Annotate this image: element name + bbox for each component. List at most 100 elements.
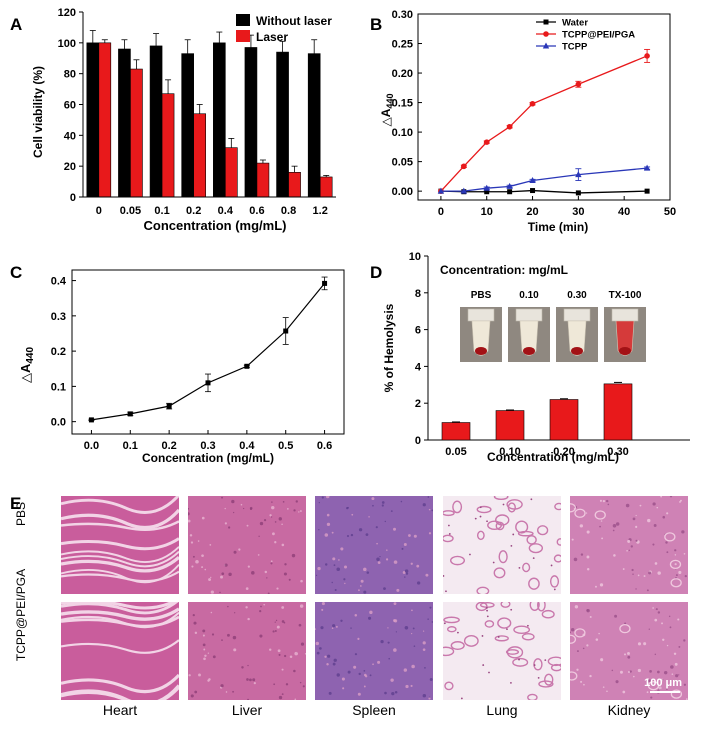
- nucleus: [654, 562, 658, 565]
- tube-label: 0.10: [519, 290, 539, 301]
- nucleus: [586, 567, 590, 571]
- nucleus: [410, 684, 413, 688]
- nucleus: [272, 630, 275, 633]
- nucleus: [298, 623, 302, 627]
- nucleus: [518, 566, 521, 569]
- nucleus: [293, 669, 296, 673]
- alveolus: [476, 505, 492, 514]
- nucleus: [291, 553, 296, 558]
- nucleus: [331, 627, 334, 630]
- nucleus: [428, 508, 431, 511]
- nucleus: [671, 673, 674, 675]
- nucleus: [485, 607, 488, 609]
- nucleus: [650, 696, 653, 699]
- nucleus: [194, 690, 198, 694]
- nucleus: [376, 557, 380, 562]
- y-tick-label: 0.15: [392, 98, 413, 110]
- tubule: [574, 508, 586, 518]
- x-tick-label: 0.1: [154, 205, 169, 217]
- nucleus: [395, 631, 397, 633]
- bar-without-laser: [244, 47, 258, 198]
- panel-c-letter: C: [10, 263, 22, 282]
- nucleus: [601, 537, 604, 540]
- marker-triangle: [529, 177, 536, 184]
- nucleus: [276, 625, 280, 629]
- alveolus: [487, 520, 503, 531]
- legend-swatch-without-laser: [236, 14, 250, 26]
- nucleus: [580, 553, 584, 556]
- nucleus: [656, 506, 659, 509]
- nucleus: [350, 533, 354, 537]
- tubule: [669, 559, 682, 570]
- panel-e-letter: E: [10, 494, 22, 513]
- nucleus: [586, 609, 589, 612]
- alveolus: [493, 567, 506, 579]
- nucleus: [586, 555, 590, 559]
- nucleus: [324, 563, 328, 566]
- nucleus: [365, 533, 369, 537]
- x-tick-label: 0.0: [84, 440, 99, 452]
- nucleus: [332, 624, 336, 628]
- nucleus: [391, 692, 395, 696]
- nucleus: [232, 690, 235, 693]
- y-tick-label: 0.20: [392, 68, 413, 80]
- nucleus: [646, 691, 649, 694]
- nucleus: [332, 557, 336, 561]
- nucleus: [278, 695, 283, 700]
- nucleus: [403, 543, 407, 547]
- nucleus: [660, 496, 663, 498]
- bar-hemolysis: [495, 410, 525, 441]
- y-tick-label: 8: [415, 288, 421, 300]
- tissue-fiber-gap: [61, 602, 179, 615]
- marker-square: [507, 189, 513, 195]
- tube-body: [471, 320, 491, 356]
- nucleus: [429, 606, 432, 609]
- alveolus: [475, 602, 488, 612]
- x-tick-label: 0: [96, 205, 102, 217]
- x-tick-label: 0.6: [317, 440, 332, 452]
- marker-circle: [506, 123, 513, 130]
- nucleus: [677, 618, 680, 621]
- nucleus: [270, 560, 273, 563]
- nucleus: [326, 663, 329, 666]
- nucleus: [413, 645, 416, 647]
- nucleus: [281, 693, 284, 696]
- nucleus: [221, 572, 225, 576]
- nucleus: [294, 698, 297, 700]
- nucleus: [344, 582, 346, 585]
- nucleus: [422, 648, 426, 651]
- alveolus: [497, 617, 512, 629]
- alveolus: [553, 554, 561, 563]
- tube-cap: [611, 308, 639, 322]
- nucleus: [404, 576, 406, 578]
- nucleus: [400, 500, 403, 503]
- panel-a-ylabel: Cell viability (%): [31, 66, 45, 158]
- nucleus: [332, 662, 336, 666]
- nucleus: [258, 535, 260, 538]
- nucleus: [479, 506, 482, 509]
- nucleus: [537, 676, 540, 679]
- y-tick-label: 10: [409, 251, 421, 263]
- nucleus: [666, 644, 669, 647]
- panel-c-line-chart: C △A440 Concentration (mg/mL) 0.0 0.1 0.2 0…: [10, 263, 345, 465]
- y-tick-label: 0.1: [51, 381, 66, 393]
- nucleus: [393, 602, 397, 606]
- nucleus: [486, 609, 488, 612]
- nucleus: [315, 628, 317, 630]
- nucleus: [221, 639, 223, 641]
- nucleus: [669, 626, 672, 629]
- tissue-fiber-gap: [61, 673, 179, 694]
- nucleus: [328, 691, 332, 695]
- nucleus: [673, 652, 677, 656]
- nucleus: [410, 562, 413, 565]
- nucleus: [281, 620, 285, 623]
- marker-triangle: [437, 187, 445, 194]
- nucleus: [649, 670, 652, 673]
- alveolus: [484, 620, 495, 628]
- nucleus: [192, 555, 195, 558]
- nucleus: [658, 686, 662, 690]
- nucleus: [188, 519, 191, 523]
- nucleus: [510, 681, 512, 684]
- alveolus: [444, 681, 454, 691]
- panel-e-histology: E PBS TCPP@PEI/PGA 100 μm Heart Liver Sple…: [0, 492, 713, 729]
